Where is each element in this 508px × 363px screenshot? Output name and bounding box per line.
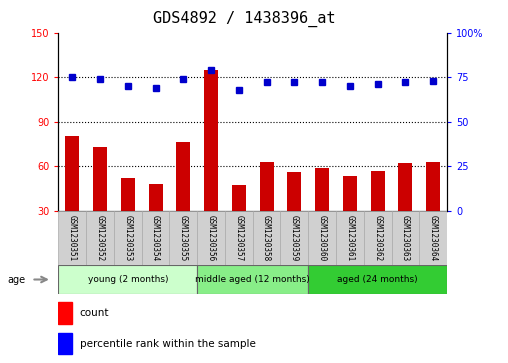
Bar [308, 265, 447, 294]
Bar [232, 185, 246, 255]
Text: GSM1230351: GSM1230351 [68, 215, 77, 261]
Text: GSM1230362: GSM1230362 [373, 215, 382, 261]
Text: GSM1230358: GSM1230358 [262, 215, 271, 261]
Text: aged (24 months): aged (24 months) [337, 275, 418, 284]
Text: count: count [80, 308, 109, 318]
Bar [142, 211, 170, 265]
Bar [93, 147, 107, 255]
Bar [315, 168, 329, 255]
Bar [58, 302, 72, 323]
Text: GSM1230357: GSM1230357 [234, 215, 243, 261]
Bar [260, 162, 273, 255]
Text: GDS4892 / 1438396_at: GDS4892 / 1438396_at [152, 11, 335, 27]
Bar [288, 172, 301, 255]
Text: GSM1230353: GSM1230353 [123, 215, 132, 261]
Bar [197, 211, 225, 265]
Bar [149, 184, 163, 255]
Bar [426, 162, 440, 255]
Bar [58, 333, 72, 354]
Bar [197, 265, 308, 294]
Bar [392, 211, 419, 265]
Bar [280, 211, 308, 265]
Bar [343, 176, 357, 255]
Bar [86, 211, 114, 265]
Text: middle aged (12 months): middle aged (12 months) [196, 275, 310, 284]
Bar [225, 211, 253, 265]
Bar [204, 70, 218, 255]
Text: GSM1230363: GSM1230363 [401, 215, 410, 261]
Bar [371, 171, 385, 255]
Bar [121, 178, 135, 255]
Bar [308, 211, 336, 265]
Text: GSM1230359: GSM1230359 [290, 215, 299, 261]
Text: GSM1230356: GSM1230356 [207, 215, 215, 261]
Text: GSM1230354: GSM1230354 [151, 215, 160, 261]
Text: percentile rank within the sample: percentile rank within the sample [80, 339, 256, 349]
Bar [176, 142, 190, 255]
Bar [58, 211, 86, 265]
Bar [253, 211, 280, 265]
Bar [58, 265, 197, 294]
Bar [336, 211, 364, 265]
Text: age: age [8, 274, 26, 285]
Bar [170, 211, 197, 265]
Bar [66, 136, 79, 255]
Bar [114, 211, 142, 265]
Text: GSM1230361: GSM1230361 [345, 215, 355, 261]
Text: young (2 months): young (2 months) [87, 275, 168, 284]
Bar [419, 211, 447, 265]
Bar [364, 211, 392, 265]
Text: GSM1230360: GSM1230360 [318, 215, 327, 261]
Bar [398, 163, 412, 255]
Text: GSM1230352: GSM1230352 [96, 215, 105, 261]
Text: GSM1230364: GSM1230364 [429, 215, 438, 261]
Text: GSM1230355: GSM1230355 [179, 215, 188, 261]
